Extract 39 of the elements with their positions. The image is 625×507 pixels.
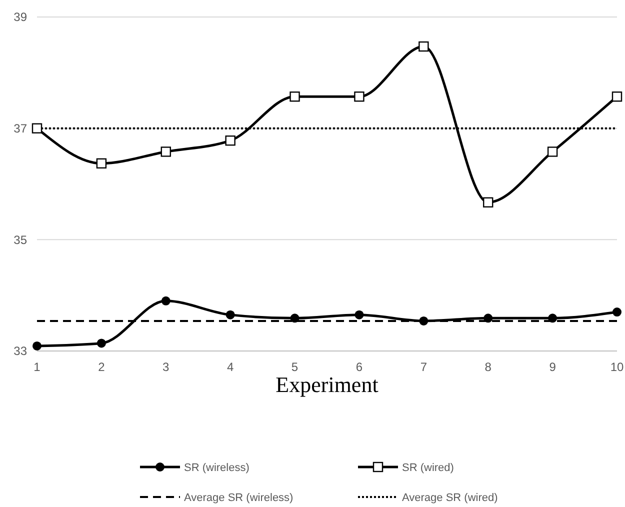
point (226, 310, 235, 320)
x-axis-title: Experiment (276, 372, 378, 397)
point (161, 296, 170, 306)
point (354, 92, 364, 102)
legend-label: Average SR (wired) (402, 492, 498, 504)
y-tick-label: 33 (14, 344, 28, 358)
x-tick-label: 4 (226, 360, 234, 374)
x-tick-label: 10 (610, 360, 624, 374)
point (612, 92, 622, 102)
point (32, 123, 42, 134)
x-tick-label: 9 (549, 360, 556, 374)
point (32, 341, 42, 350)
point (418, 41, 429, 52)
point (483, 197, 494, 208)
point (354, 310, 364, 320)
x-tick-label: 1 (34, 360, 41, 374)
x-tick-label: 2 (98, 360, 106, 374)
legend-label: SR (wireless) (184, 462, 250, 474)
point (612, 308, 622, 317)
point (547, 146, 558, 157)
point (290, 314, 300, 323)
point (419, 316, 428, 326)
x-tick-label: 8 (484, 360, 492, 374)
y-tick-label: 39 (14, 10, 28, 24)
x-tick-label: 7 (420, 360, 428, 374)
point (160, 146, 171, 157)
point (225, 135, 236, 146)
point (548, 314, 558, 323)
legend-label: SR (wired) (402, 462, 454, 474)
point (96, 158, 107, 169)
point (484, 314, 493, 323)
y-tick-label: 35 (14, 232, 28, 247)
x-tick-label: 3 (162, 360, 170, 374)
x-tick-label: 6 (356, 360, 363, 374)
point (290, 92, 300, 102)
y-tick-label: 37 (14, 122, 28, 136)
point (96, 338, 106, 348)
x-tick-label: 5 (291, 360, 298, 374)
legend-label: Average SR (wireless) (184, 492, 294, 504)
